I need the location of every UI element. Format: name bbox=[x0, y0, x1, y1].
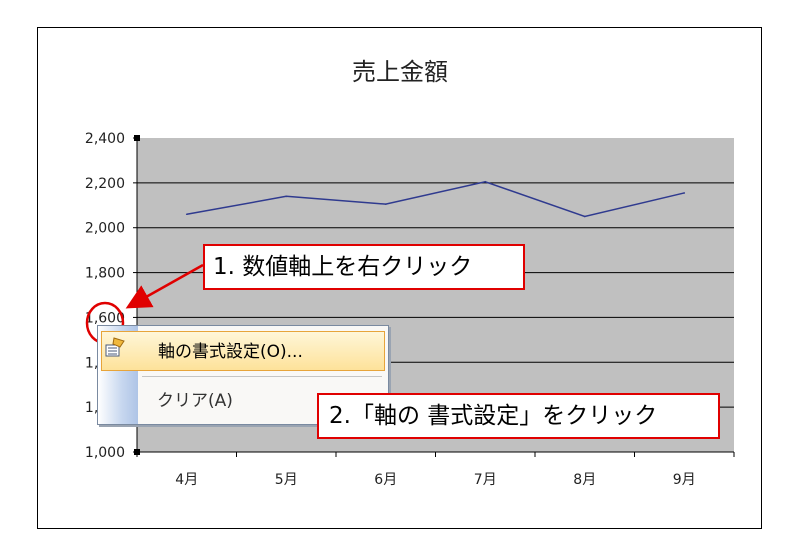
y-tick-label: 1,600 bbox=[85, 310, 125, 326]
axis-selection-handle bbox=[134, 135, 140, 141]
y-tick-label: 1,000 bbox=[85, 445, 125, 461]
y-tick-label: 2,000 bbox=[85, 221, 125, 237]
menu-item-label: 軸の書式設定(O)... bbox=[158, 342, 303, 362]
menu-item-clear[interactable]: クリア(A) bbox=[101, 381, 385, 421]
data-point bbox=[185, 213, 188, 216]
menu-separator bbox=[142, 376, 382, 377]
x-tick-label: 8月 bbox=[573, 472, 596, 488]
x-tick-label: 5月 bbox=[275, 472, 298, 488]
series-line bbox=[186, 180, 685, 218]
y-tick-label: 1,800 bbox=[85, 266, 125, 282]
x-tick-label: 6月 bbox=[374, 472, 397, 488]
y-tick-label: 2,200 bbox=[85, 176, 125, 192]
callout-step-1: 1. 数値軸上を右クリック bbox=[203, 244, 525, 290]
data-point bbox=[384, 203, 387, 205]
x-tick-label: 4月 bbox=[175, 472, 198, 488]
data-point bbox=[285, 195, 288, 198]
chart-title: 売上金額 bbox=[352, 58, 448, 86]
x-tick-label: 7月 bbox=[474, 472, 497, 488]
callout-step-2: 2.「軸の 書式設定」をクリック bbox=[317, 393, 720, 439]
data-point bbox=[583, 215, 586, 218]
data-point bbox=[484, 180, 487, 183]
x-tick-label: 9月 bbox=[673, 472, 696, 488]
arrow-to-axis bbox=[125, 263, 204, 309]
data-point bbox=[683, 192, 686, 194]
menu-item-format-axis[interactable]: 軸の書式設定(O)... bbox=[101, 331, 385, 371]
y-tick-label: 2,400 bbox=[85, 131, 125, 147]
format-axis-icon bbox=[105, 337, 125, 357]
menu-item-label: クリア(A) bbox=[157, 391, 233, 411]
